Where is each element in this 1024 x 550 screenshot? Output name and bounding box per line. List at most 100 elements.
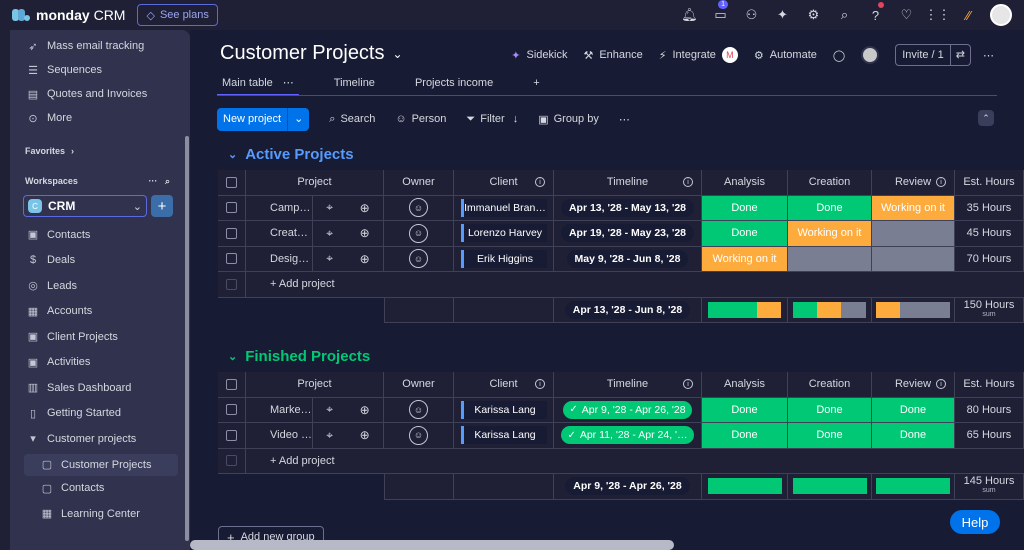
enhance-button[interactable]: ⚒ Enhance [583, 49, 642, 62]
info-icon[interactable]: i [936, 379, 946, 390]
sidebar-item-sequences[interactable]: ☰ Sequences [10, 58, 190, 82]
help-button[interactable]: Help [950, 510, 1000, 534]
info-icon[interactable]: i [936, 177, 946, 188]
project-name[interactable]: Marke… [246, 397, 313, 422]
heart-icon[interactable]: ♡ [900, 7, 913, 22]
owner-cell[interactable]: ☺ [384, 246, 454, 271]
analysis-status[interactable]: Done [702, 397, 788, 422]
creation-status[interactable]: Working on it [788, 221, 872, 246]
col-creation[interactable]: Creation [788, 372, 872, 397]
timeline-cell[interactable]: ✓ Apr 9, '28 - Apr 26, '28 [554, 397, 702, 422]
automate-button[interactable]: ⚙ Automate [754, 49, 817, 62]
chat-icon[interactable]: ◯ [832, 49, 846, 62]
inbox-icon[interactable]: ▭ 1 [714, 0, 728, 22]
sidebar-item-contacts[interactable]: ▣ Contacts [10, 222, 190, 248]
info-icon[interactable]: i [683, 379, 693, 390]
col-project[interactable]: Project [246, 372, 384, 397]
hours-cell[interactable]: 80 Hours [955, 397, 1024, 422]
add-project-input[interactable]: + Add project [246, 448, 1024, 473]
summary-review[interactable] [872, 297, 955, 323]
col-client[interactable]: Client i [454, 372, 554, 397]
bell-icon[interactable]: 🔔︎ [681, 7, 698, 22]
hours-cell[interactable]: 65 Hours [955, 423, 1024, 448]
subitems-icon[interactable]: ⌖ [326, 200, 334, 215]
sidekick-button[interactable]: ✦ Sidekick [511, 49, 567, 62]
help-icon[interactable]: ? [860, 0, 891, 30]
page-title[interactable]: Customer Projects [220, 42, 385, 64]
project-cell[interactable]: Desig… ⌖ ⊕ [246, 246, 384, 271]
project-name[interactable]: Creat… [246, 221, 313, 246]
summary-analysis[interactable] [702, 297, 788, 323]
tab-projects-income[interactable]: Projects income [414, 77, 494, 89]
see-plans-button[interactable]: ◇ See plans [137, 4, 218, 26]
tab-timeline[interactable]: Timeline [333, 77, 375, 89]
project-name[interactable]: Video … [246, 423, 313, 448]
table-row[interactable]: Video … ⌖ ⊕ ☺ Karissa Lang ✓ Apr 11, '28 - … [218, 423, 1024, 449]
project-cell[interactable]: Marke… ⌖ ⊕ [246, 397, 384, 422]
add-update-icon[interactable]: ⊕ [359, 226, 370, 241]
sidebar-item-learning-center[interactable]: ▦ Learning Center [10, 501, 190, 527]
invite-button[interactable]: Invite / 1 ⇄ [895, 44, 971, 66]
search-icon[interactable]: ⌕ [164, 175, 170, 186]
owner-cell[interactable]: ☺ [384, 195, 454, 220]
hours-cell[interactable]: 35 Hours [955, 195, 1024, 220]
analysis-status[interactable]: Done [702, 221, 788, 246]
summary-creation[interactable] [788, 474, 872, 500]
add-update-icon[interactable]: ⊕ [359, 200, 370, 215]
sidebar-item-sales-dashboard[interactable]: ▥ Sales Dashboard [10, 375, 190, 401]
sidebar-item-customer-projects-board[interactable]: ▢ Customer Projects [24, 453, 178, 476]
apps-icon[interactable]: ✦ [777, 7, 788, 22]
project-name[interactable]: Camp… [246, 195, 313, 220]
subitems-icon[interactable]: ⌖ [326, 225, 334, 240]
add-update-icon[interactable]: ⊕ [359, 402, 370, 417]
summary-hours[interactable]: 150 Hours sum [955, 297, 1024, 323]
search-button[interactable]: ⌕ Search [329, 113, 375, 126]
table-row[interactable]: Camp… ⌖ ⊕ ☺ Immanuel Bran… Apr 13, '28 - M… [218, 195, 1024, 221]
link-icon[interactable]: ⇄ [949, 45, 970, 65]
review-status[interactable] [872, 246, 955, 271]
summary-timeline[interactable]: Apr 13, '28 - Jun 8, '28 [554, 297, 702, 323]
creation-status[interactable]: Done [788, 397, 872, 422]
new-project-button[interactable]: New project ⌄ [217, 107, 310, 131]
row-checkbox[interactable] [218, 221, 246, 246]
collapse-header-icon[interactable]: ⌃ [978, 110, 994, 126]
sidebar-item-accounts[interactable]: ▦ Accounts [10, 299, 190, 325]
col-review[interactable]: Review i [872, 170, 955, 195]
chevron-down-icon[interactable]: ⌄ [228, 149, 238, 161]
sidebar-item-leads[interactable]: ◎ Leads [10, 273, 190, 299]
add-view-icon[interactable]: + [533, 77, 540, 89]
info-icon[interactable]: i [535, 177, 545, 188]
analysis-status[interactable]: Done [702, 423, 788, 448]
table-row[interactable]: Desig… ⌖ ⊕ ☺ Erik Higgins May 9, '28 - Jun… [218, 246, 1024, 272]
col-est-hours[interactable]: Est. Hours [955, 170, 1024, 195]
row-checkbox[interactable] [218, 246, 246, 271]
invite-members-icon[interactable]: ⚇ [745, 7, 758, 22]
table-row[interactable]: Creat… ⌖ ⊕ ☺ Lorenzo Harvey Apr 19, '28 - … [218, 221, 1024, 247]
sidebar-item-deals[interactable]: $ Deals [10, 248, 190, 274]
creation-status[interactable]: Done [788, 423, 872, 448]
owner-cell[interactable]: ☺ [384, 221, 454, 246]
group-by-button[interactable]: ▣ Group by [538, 113, 599, 126]
tab-main-table[interactable]: Main table ⋯ [217, 76, 299, 96]
col-project[interactable]: Project [246, 170, 384, 195]
row-checkbox[interactable] [218, 195, 246, 220]
subitems-icon[interactable]: ⌖ [326, 427, 334, 442]
owner-cell[interactable]: ☺ [384, 397, 454, 422]
more-options-icon[interactable]: ⋯ [983, 49, 994, 62]
subitems-icon[interactable]: ⌖ [326, 402, 334, 417]
project-cell[interactable]: Video … ⌖ ⊕ [246, 423, 384, 448]
creation-status[interactable]: Done [788, 195, 872, 220]
project-cell[interactable]: Creat… ⌖ ⊕ [246, 221, 384, 246]
client-cell[interactable]: Karissa Lang [454, 397, 554, 422]
more-icon[interactable]: ··· [148, 175, 158, 186]
row-checkbox[interactable] [218, 397, 246, 422]
timeline-cell[interactable]: Apr 13, '28 - May 13, '28 [554, 195, 702, 220]
col-client[interactable]: Client i [454, 170, 554, 195]
more-options-icon[interactable]: ⋯ [618, 113, 630, 126]
col-owner[interactable]: Owner [384, 372, 454, 397]
review-status[interactable]: Done [872, 423, 955, 448]
horizontal-scrollbar[interactable] [190, 540, 674, 550]
favorites-header[interactable]: Favorites › [10, 138, 190, 164]
client-cell[interactable]: Immanuel Bran… [454, 195, 554, 220]
col-analysis[interactable]: Analysis [702, 372, 788, 397]
